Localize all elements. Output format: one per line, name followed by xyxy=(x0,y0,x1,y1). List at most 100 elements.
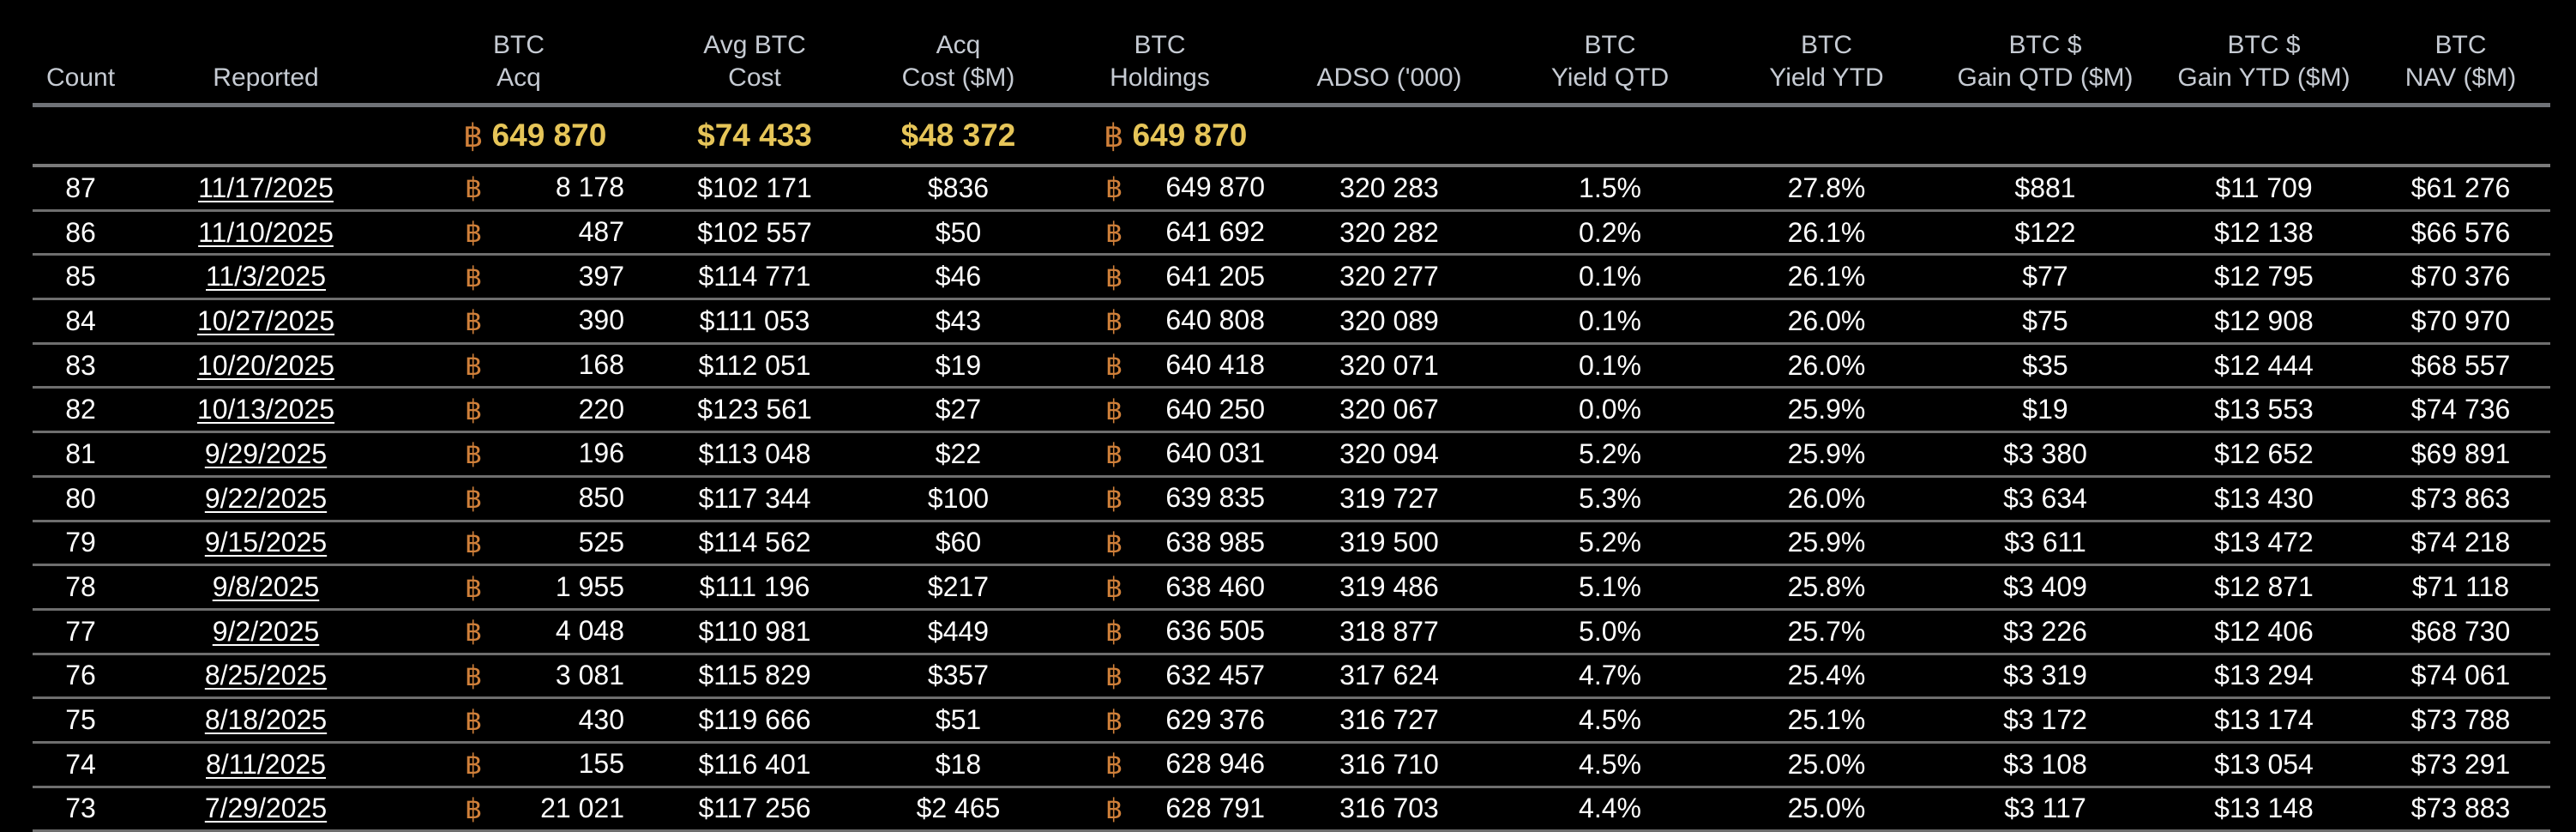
bitcoin-icon: ฿ xyxy=(1105,571,1123,603)
cell-reported: 11/17/2025 xyxy=(129,172,403,204)
reported-date-link[interactable]: 9/15/2025 xyxy=(204,527,328,558)
reported-date-link[interactable]: 11/3/2025 xyxy=(206,261,326,292)
cell-value: 4 048 xyxy=(555,615,624,647)
column-header-line2: Reported xyxy=(213,63,319,92)
cell-holdings: ฿ 638 985 xyxy=(1042,527,1278,559)
cell-yield-ytd: 25.1% xyxy=(1787,704,1866,736)
column-header-adso[interactable]: ADSO ('000) xyxy=(1278,29,1501,103)
cell-acq-cost: $19 xyxy=(935,349,982,381)
cell-value: 3 081 xyxy=(555,659,624,690)
reported-date-link[interactable]: 8/18/2025 xyxy=(204,704,328,736)
cell-gain-qtd: $3 319 xyxy=(2003,660,2087,691)
cell-count: 76 xyxy=(65,660,96,691)
cell-nav: $61 276 xyxy=(2410,172,2511,203)
reported-date-link[interactable]: 9/8/2025 xyxy=(212,571,320,603)
column-header-btc-holdings[interactable]: BTC Holdings xyxy=(1042,29,1278,103)
cell-acq-cost: $18 xyxy=(935,748,982,780)
cell-gain-ytd: $12 444 xyxy=(2214,349,2314,381)
column-header-btc-acq[interactable]: BTC Acq xyxy=(403,29,635,103)
cell-nav: $70 970 xyxy=(2410,304,2511,336)
cell-holdings: ฿ 641 205 xyxy=(1042,261,1278,293)
reported-date-link[interactable]: 11/10/2025 xyxy=(198,216,334,248)
cell-yield-qtd: 0.2% xyxy=(1579,216,1641,248)
cell-btc-acq: ฿ 525 xyxy=(403,527,635,559)
reported-date-link[interactable]: 10/13/2025 xyxy=(196,394,335,425)
cell-gain-qtd: $881 xyxy=(2014,172,2076,203)
cell-yield-ytd: 26.0% xyxy=(1787,304,1866,336)
cell-value: 632 457 xyxy=(1165,659,1265,690)
cell-yield-qtd: 0.1% xyxy=(1579,304,1641,336)
cell-gain-ytd: $13 553 xyxy=(2214,394,2314,425)
column-header-line2: NAV ($M) xyxy=(2404,63,2517,92)
cell-value: 168 xyxy=(578,349,624,381)
cell-value: 638 985 xyxy=(1165,526,1265,558)
reported-date-link[interactable]: 11/17/2025 xyxy=(198,172,334,203)
column-header-count[interactable]: Count xyxy=(33,29,129,103)
cell-yield-ytd: 25.0% xyxy=(1787,748,1866,780)
cell-nav: $74 736 xyxy=(2410,394,2511,425)
cell-holdings: ฿ 640 250 xyxy=(1042,394,1278,426)
reported-date-link[interactable]: 9/29/2025 xyxy=(204,437,328,469)
cell-reported: 9/8/2025 xyxy=(129,571,403,603)
cell-value: 525 xyxy=(578,526,624,558)
cell-gain-qtd: $3 380 xyxy=(2003,437,2087,469)
reported-date-link[interactable]: 8/11/2025 xyxy=(206,748,326,780)
bitcoin-icon: ฿ xyxy=(465,704,483,736)
bitcoin-icon: ฿ xyxy=(1105,704,1123,736)
cell-nav: $73 788 xyxy=(2410,704,2511,736)
cell-avg-cost: $123 561 xyxy=(697,394,812,425)
cell-count: 77 xyxy=(65,615,96,647)
column-header-avg-btc-cost[interactable]: Avg BTC Cost xyxy=(635,29,875,103)
cell-value: 487 xyxy=(578,216,624,248)
column-header-btc-gain-qtd[interactable]: BTC $ Gain QTD ($M) xyxy=(1934,29,2157,103)
column-header-btc-yield-qtd[interactable]: BTC Yield QTD xyxy=(1501,29,1719,103)
cell-count: 81 xyxy=(65,437,96,469)
cell-holdings: ฿ 628 946 xyxy=(1042,748,1278,781)
column-header-btc-nav[interactable]: BTC NAV ($M) xyxy=(2371,29,2550,103)
reported-date-link[interactable]: 9/2/2025 xyxy=(212,615,320,647)
cell-holdings: ฿ 628 791 xyxy=(1042,793,1278,825)
cell-count: 75 xyxy=(65,704,96,736)
bitcoin-icon: ฿ xyxy=(465,793,483,824)
bitcoin-icon: ฿ xyxy=(465,438,483,470)
table-row: 78 9/8/2025 ฿ 1 955 $111 196 $217 ฿ 638 460 319 … xyxy=(33,566,2550,611)
cell-yield-ytd: 25.7% xyxy=(1787,615,1866,647)
column-header-acq-cost[interactable]: Acq Cost ($M) xyxy=(875,29,1042,103)
cell-adso: 320 282 xyxy=(1339,216,1439,248)
cell-yield-ytd: 25.9% xyxy=(1787,394,1866,425)
cell-acq-cost: $46 xyxy=(935,261,982,292)
column-header-line1: BTC xyxy=(493,31,545,59)
cell-reported: 10/27/2025 xyxy=(129,305,403,337)
column-header-line1: BTC xyxy=(1801,31,1852,59)
cell-yield-ytd: 26.1% xyxy=(1787,216,1866,248)
column-header-line2: Count xyxy=(45,63,116,92)
column-header-line1: BTC xyxy=(2435,31,2487,59)
cell-holdings: ฿ 640 808 xyxy=(1042,304,1278,337)
cell-yield-qtd: 0.0% xyxy=(1579,394,1641,425)
column-header-btc-gain-ytd[interactable]: BTC $ Gain YTD ($M) xyxy=(2157,29,2371,103)
cell-count: 74 xyxy=(65,748,96,780)
table-row: 75 8/18/2025 ฿ 430 $119 666 $51 ฿ 629 376 316 72… xyxy=(33,699,2550,744)
cell-reported: 10/13/2025 xyxy=(129,394,403,425)
bitcoin-icon: ฿ xyxy=(1105,483,1123,515)
cell-btc-acq: ฿ 430 xyxy=(403,704,635,737)
column-header-btc-yield-ytd[interactable]: BTC Yield YTD xyxy=(1719,29,1934,103)
reported-date-link[interactable]: 7/29/2025 xyxy=(204,793,328,824)
reported-date-link[interactable]: 9/22/2025 xyxy=(204,482,328,514)
reported-date-link[interactable]: 10/27/2025 xyxy=(196,304,335,336)
reported-date-link[interactable]: 10/20/2025 xyxy=(196,349,335,381)
cell-yield-ytd: 26.0% xyxy=(1787,349,1866,381)
cell-count: 84 xyxy=(65,304,96,336)
cell-value: 649 870 xyxy=(1165,172,1265,203)
cell-gain-qtd: $3 611 xyxy=(2004,527,2086,558)
bitcoin-icon: ฿ xyxy=(1104,118,1124,154)
cell-value: 639 835 xyxy=(1165,482,1265,514)
cell-yield-ytd: 25.9% xyxy=(1787,437,1866,469)
cell-btc-acq: ฿ 21 021 xyxy=(403,793,635,825)
cell-reported: 9/2/2025 xyxy=(129,616,403,648)
cell-value: 641 692 xyxy=(1165,216,1265,248)
reported-date-link[interactable]: 8/25/2025 xyxy=(204,660,328,691)
column-header-reported[interactable]: Reported xyxy=(129,29,403,103)
cell-avg-cost: $113 048 xyxy=(698,437,811,469)
bitcoin-icon: ฿ xyxy=(465,571,483,603)
